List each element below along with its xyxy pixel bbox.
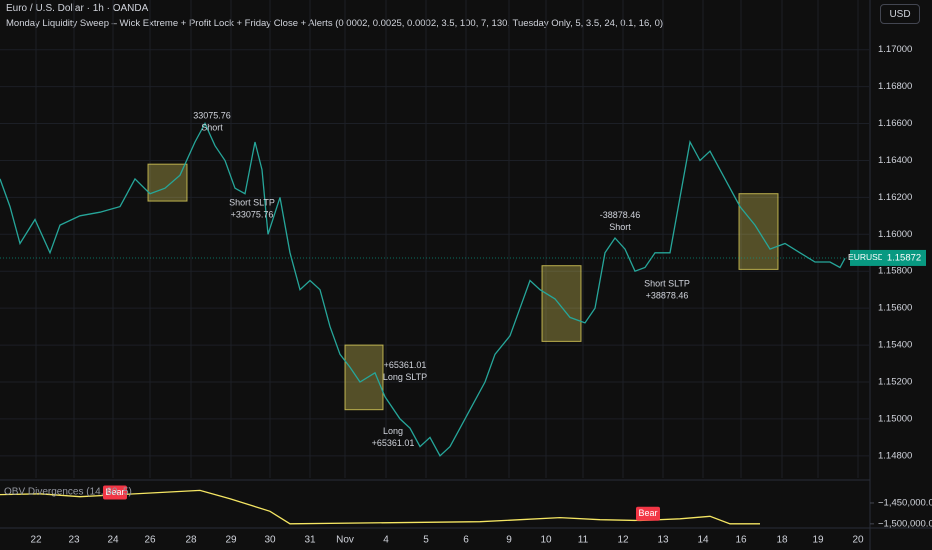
x-tick-label: 16	[735, 535, 747, 546]
x-tick-label: 30	[264, 535, 276, 546]
trade-annotation: Short SLTP	[644, 279, 690, 289]
signal-label: Bear	[638, 508, 657, 518]
y-tick-label: 1.15400	[878, 340, 912, 351]
trade-annotation: -38878.46	[600, 210, 641, 220]
trade-annotation: +38878.46	[646, 291, 689, 301]
y-tick-label: 1.14800	[878, 450, 912, 461]
x-tick-label: 29	[225, 535, 237, 546]
y-tick-label: 1.15000	[878, 413, 912, 424]
x-tick-label: 26	[144, 535, 156, 546]
x-tick-label: 31	[304, 535, 316, 546]
x-tick-label: 18	[776, 535, 788, 546]
y-tick-label: 1.17000	[878, 44, 912, 55]
trade-annotation: Short	[201, 123, 223, 133]
trade-annotation: +65361.01	[372, 438, 415, 448]
trade-annotation: 33075.76	[193, 111, 231, 121]
y-tick-label: 1.15800	[878, 266, 912, 277]
x-tick-label: 6	[463, 535, 469, 546]
currency-button[interactable]: USD	[880, 4, 920, 24]
trade-annotation: +65361.01	[384, 360, 427, 370]
y-tick-label: 1.16000	[878, 229, 912, 240]
y-tick-label: 1.15600	[878, 303, 912, 314]
x-tick-label: 13	[657, 535, 669, 546]
y-tick-label: −1,450,000.00	[878, 497, 932, 508]
x-tick-label: 14	[697, 535, 709, 546]
x-tick-label: 12	[617, 535, 629, 546]
x-tick-label: 10	[540, 535, 552, 546]
y-tick-label: 1.16600	[878, 118, 912, 129]
x-tick-label: 4	[383, 535, 389, 546]
x-tick-label: 24	[107, 535, 119, 546]
trade-annotation: Long SLTP	[383, 372, 427, 382]
indicator-title: Monday Liquidity Sweep – Wick Extreme + …	[6, 18, 664, 29]
signal-marker	[103, 485, 127, 500]
last-price-label: 1.15872	[887, 252, 921, 263]
trade-annotation: Long	[383, 426, 403, 436]
x-tick-label: 19	[812, 535, 824, 546]
y-tick-label: 1.16200	[878, 192, 912, 203]
symbol-label: EURUSD	[848, 252, 884, 262]
y-tick-label: 1.16400	[878, 155, 912, 166]
signal-marker	[636, 506, 660, 521]
price-line	[0, 122, 846, 457]
trade-annotation: Short SLTP	[229, 197, 275, 207]
signal-label: Bear	[105, 487, 124, 497]
symbol-title: Euro / U.S. Dollar · 1h · OANDA	[6, 3, 149, 14]
x-tick-label: 28	[185, 535, 197, 546]
pane-title: OBV Divergences (14, 60, 5)	[4, 487, 132, 498]
price-tag	[882, 249, 926, 266]
x-tick-label: 22	[30, 535, 42, 546]
y-tick-label: −1,500,000.00	[878, 518, 932, 529]
symbol-tag	[850, 249, 882, 266]
x-tick-label: 5	[423, 535, 429, 546]
y-tick-label: 1.16800	[878, 81, 912, 92]
sweep-box	[541, 265, 582, 342]
x-tick-label: 23	[68, 535, 80, 546]
x-tick-label: Nov	[336, 535, 354, 546]
sweep-box	[147, 163, 188, 202]
trade-annotation: +33075.76	[231, 209, 274, 219]
x-tick-label: 9	[506, 535, 512, 546]
x-tick-label: 20	[852, 535, 864, 546]
x-tick-label: 11	[578, 535, 589, 546]
y-tick-label: 1.15200	[878, 377, 912, 388]
trade-annotation: Short	[609, 222, 631, 232]
